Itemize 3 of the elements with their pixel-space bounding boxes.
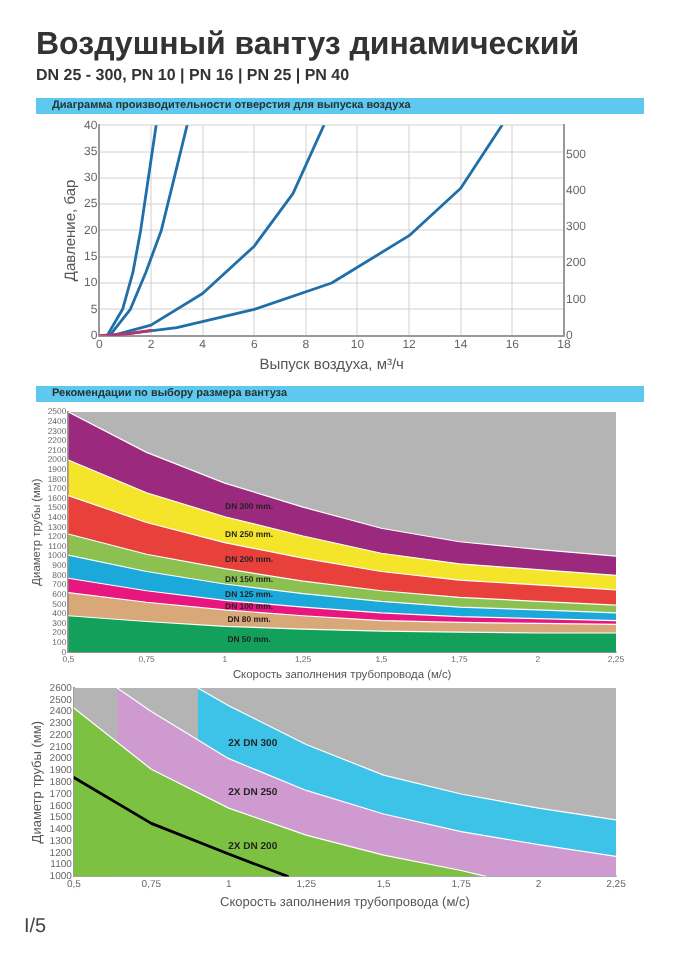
chart-title: Воздушный вантуз динамический	[36, 28, 580, 64]
text: I/5	[24, 916, 47, 938]
chart-subtitle: DN 25 - 300, PN 10 | PN 16 | PN 25 | PN 40	[36, 66, 350, 84]
